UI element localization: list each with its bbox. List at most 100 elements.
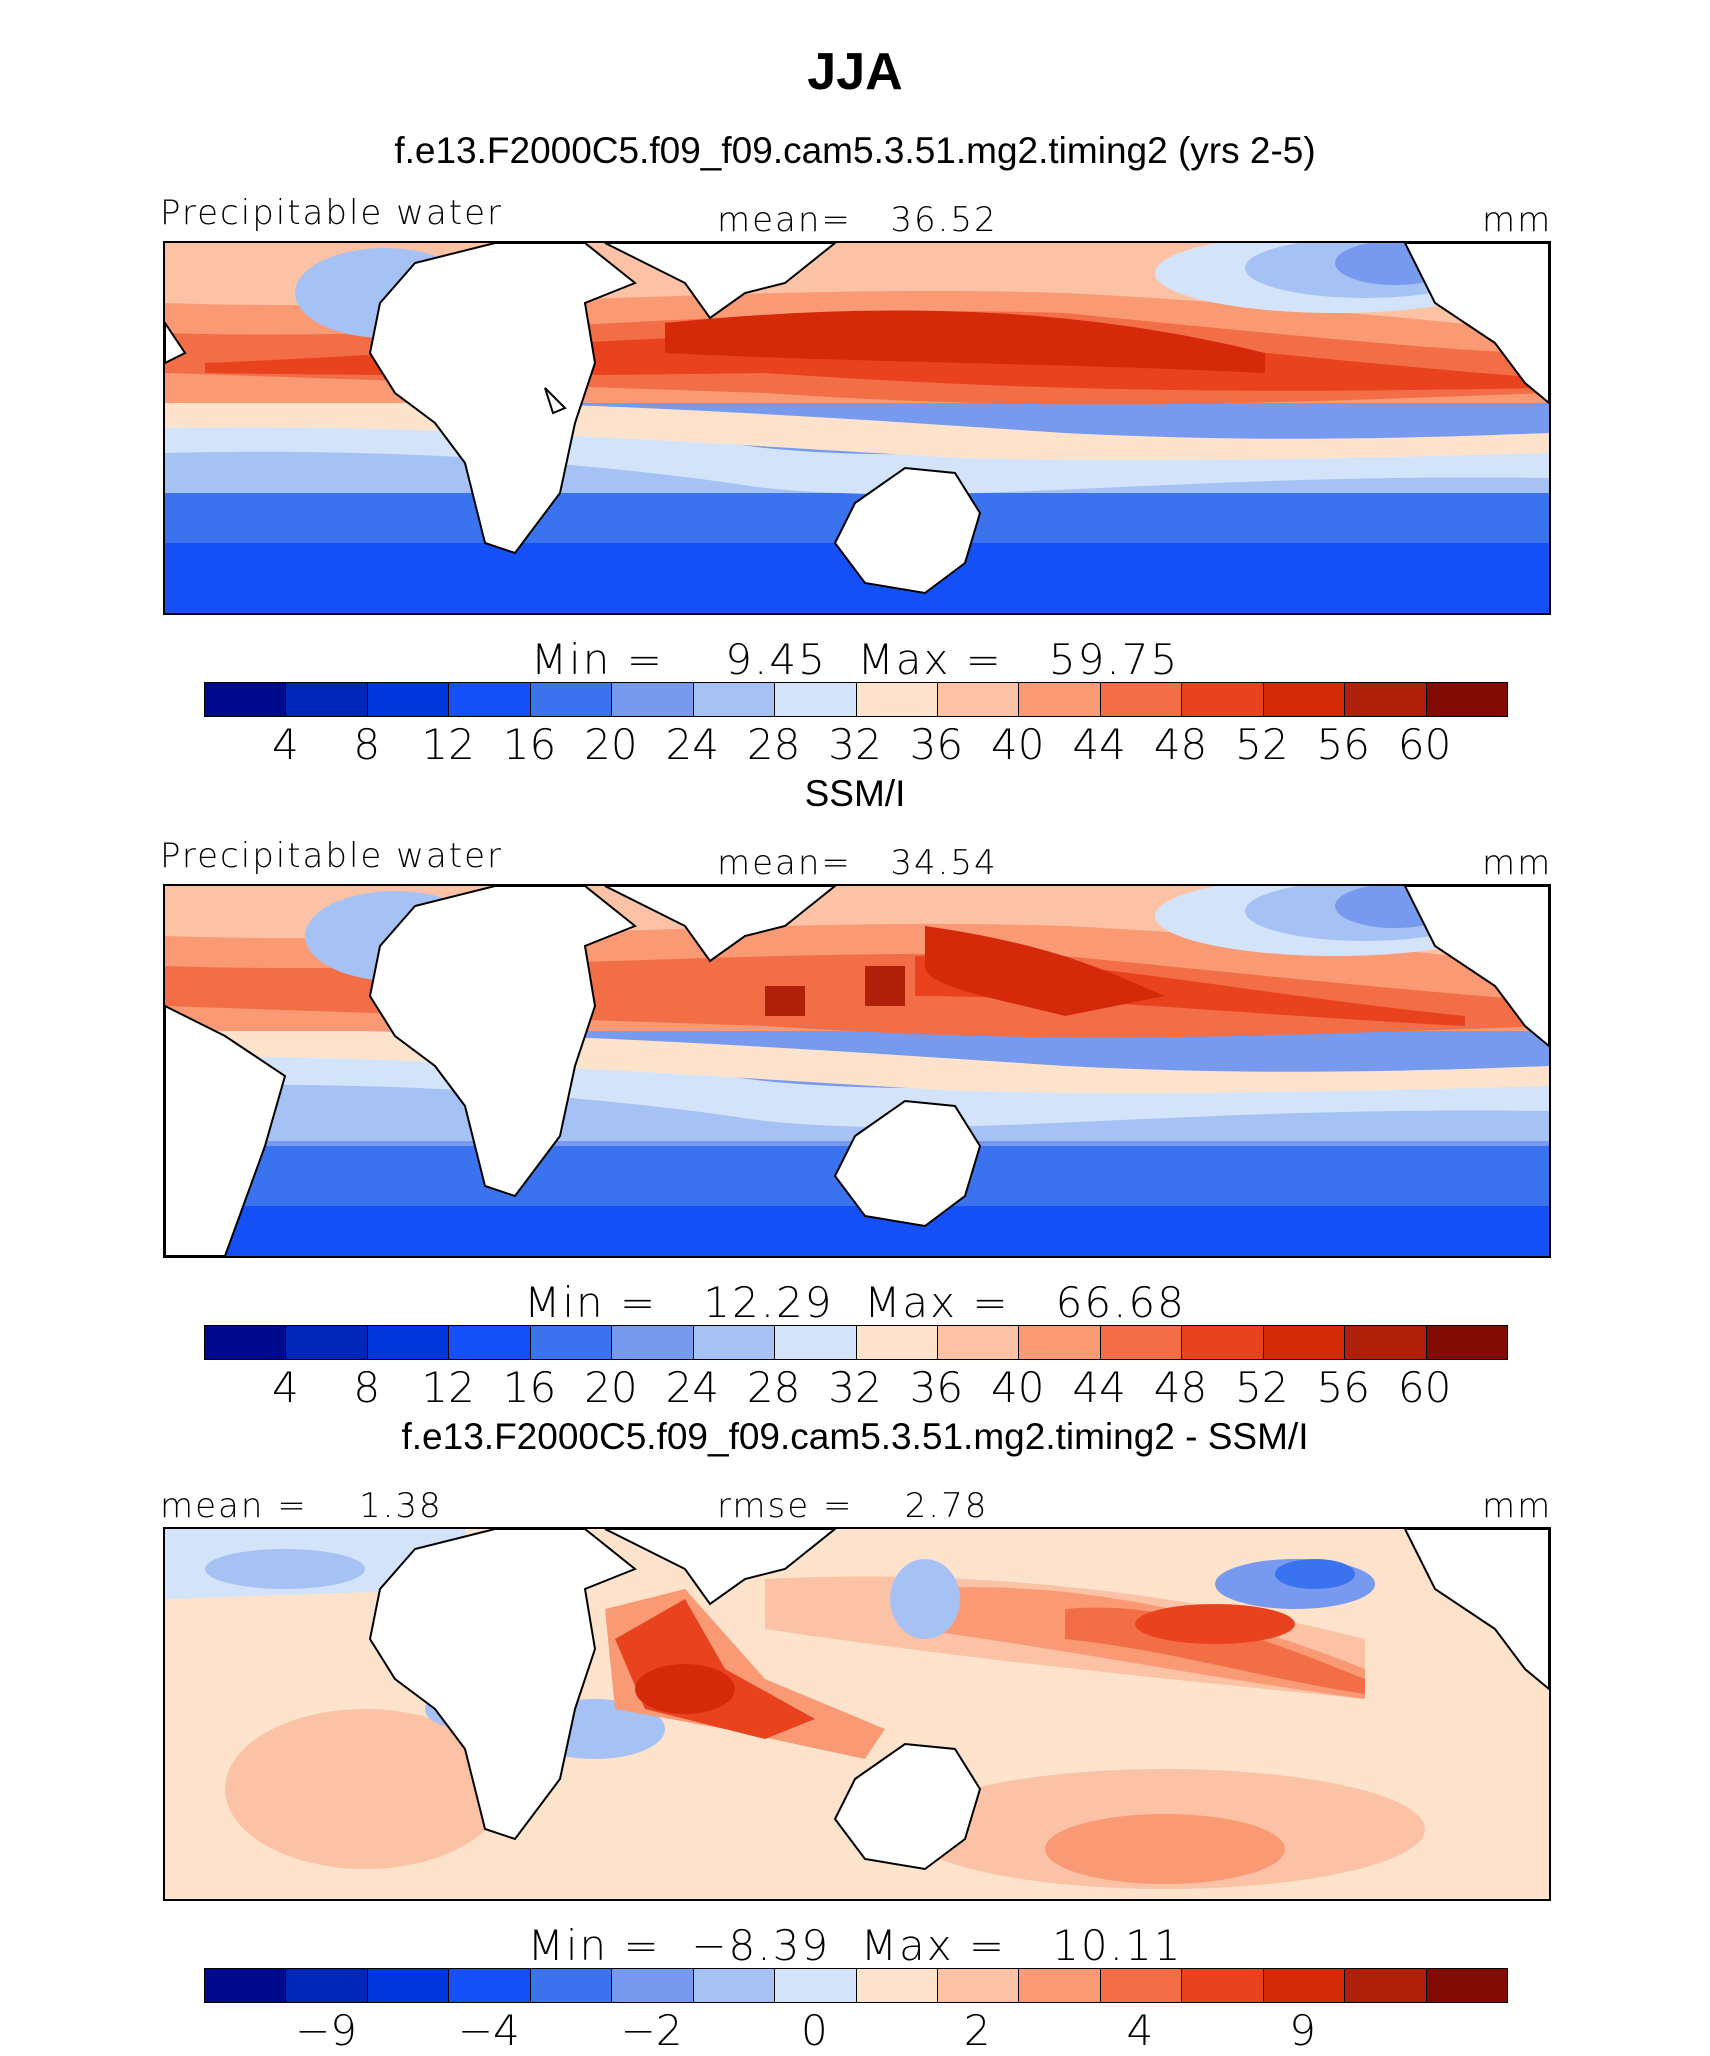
colorbar-swatch (1019, 683, 1101, 716)
colorbar-tick-label: 4 (1126, 2006, 1154, 2055)
panel-3-rmse-label: rmse = 2.78 (717, 1486, 989, 1526)
colorbar-swatch (775, 1326, 857, 1359)
colorbar-swatch (205, 1326, 287, 1359)
colorbar-swatch (449, 683, 531, 716)
panel-3-colorbar-ticks: −9 −4 −2 0 2 4 9 (0, 2006, 1710, 2056)
colorbar-swatch (775, 1969, 857, 2002)
panel-2-title: SSM/I (804, 773, 906, 814)
colorbar-tick-label: 16 (502, 1363, 557, 1412)
colorbar-swatch (530, 1326, 613, 1359)
panel-2-map-svg (165, 886, 1549, 1256)
colorbar-swatch (693, 683, 776, 716)
colorbar-tick-label: 20 (584, 720, 638, 769)
colorbar-swatch (205, 683, 287, 716)
panel-1-map (163, 241, 1551, 615)
panel-1-units-label: mm (1482, 200, 1553, 240)
figure-title: JJA (807, 43, 903, 101)
colorbar-swatch (1100, 1326, 1183, 1359)
colorbar-swatch (1263, 1326, 1346, 1359)
colorbar-swatch (612, 1326, 694, 1359)
colorbar-tick-label: 16 (502, 720, 557, 769)
colorbar-tick-label: 44 (1072, 720, 1126, 769)
panel-1-minmax: Min = 9.45 Max = 59.75 (530, 635, 1180, 684)
colorbar-tick-label: 24 (665, 1363, 719, 1412)
colorbar-tick-label: 24 (665, 720, 719, 769)
colorbar-tick-label: 9 (1289, 2006, 1316, 2055)
colorbar-swatch (530, 1969, 613, 2002)
colorbar-swatch (449, 1969, 531, 2002)
colorbar-swatch (937, 1969, 1020, 2002)
colorbar-swatch (1345, 1326, 1427, 1359)
colorbar-swatch (856, 1326, 938, 1359)
colorbar-tick-label: 52 (1235, 720, 1289, 769)
colorbar-swatch (367, 1326, 450, 1359)
colorbar-tick-label: 48 (1153, 1363, 1208, 1412)
colorbar-swatch (856, 1969, 938, 2002)
panel-1-colorbar-ticks: 4 8 12 16 20 24 28 32 36 40 44 48 52 56 60 (0, 720, 1710, 770)
colorbar-tick-label: 60 (1397, 1363, 1452, 1412)
panel-1-map-svg (165, 243, 1549, 613)
colorbar-tick-label: 28 (746, 720, 801, 769)
colorbar-tick-label: 40 (991, 720, 1045, 769)
panel-2-map (163, 884, 1551, 1258)
panel-1-mean-label: mean= 36.52 (717, 200, 998, 240)
panel-2-minmax: Min = 12.29 Max = 66.68 (524, 1278, 1186, 1327)
panel-2-colorbar-ticks: 4 8 12 16 20 24 28 32 36 40 44 48 52 56 60 (0, 1363, 1710, 1413)
colorbar-tick-label: 4 (272, 1363, 299, 1412)
panel-3-title: f.e13.F2000C5.f09_f09.cam5.3.51.mg2.timi… (401, 1416, 1309, 1457)
colorbar-tick-label: 8 (353, 1363, 381, 1412)
colorbar-swatch (693, 1326, 776, 1359)
colorbar-tick-label: 28 (746, 1363, 801, 1412)
panel-1-left-label: Precipitable water (160, 193, 504, 233)
colorbar-tick-label: 60 (1397, 720, 1452, 769)
panel-1-colorbar (204, 682, 1508, 717)
colorbar-tick-label: −4 (457, 2006, 520, 2055)
colorbar-swatch (286, 683, 368, 716)
colorbar-tick-label: 48 (1153, 720, 1208, 769)
colorbar-swatch (1182, 1326, 1264, 1359)
colorbar-swatch (367, 683, 450, 716)
colorbar-swatch (1426, 683, 1507, 716)
panel-3-map (163, 1527, 1551, 1901)
colorbar-tick-label: 56 (1316, 720, 1370, 769)
colorbar-tick-label: 36 (909, 1363, 964, 1412)
colorbar-swatch (693, 1969, 776, 2002)
panel-2-left-label: Precipitable water (160, 836, 504, 876)
colorbar-swatch (612, 1969, 694, 2002)
colorbar-swatch (856, 683, 938, 716)
colorbar-tick-label: 32 (828, 720, 882, 769)
colorbar-tick-label: 56 (1316, 1363, 1370, 1412)
panel-3-units-label: mm (1482, 1486, 1553, 1526)
colorbar-swatch (1263, 683, 1346, 716)
colorbar-tick-label: 36 (909, 720, 964, 769)
colorbar-swatch (1426, 1326, 1507, 1359)
colorbar-tick-label: −2 (620, 2006, 683, 2055)
colorbar-swatch (1345, 1969, 1427, 2002)
colorbar-tick-label: 0 (800, 2006, 828, 2055)
colorbar-swatch (286, 1326, 368, 1359)
panel-3-mean-label: mean = 1.38 (160, 1486, 443, 1526)
colorbar-tick-label: −9 (295, 2006, 358, 2055)
panel-2-mean-label: mean= 34.54 (717, 843, 998, 883)
colorbar-tick-label: 4 (272, 720, 299, 769)
colorbar-tick-label: 2 (963, 2006, 991, 2055)
colorbar-tick-label: 40 (991, 1363, 1045, 1412)
panel-3-minmax: Min = −8.39 Max = 10.11 (527, 1921, 1183, 1970)
colorbar-tick-label: 32 (828, 1363, 882, 1412)
colorbar-swatch (775, 683, 857, 716)
colorbar-swatch (1426, 1969, 1507, 2002)
colorbar-swatch (937, 1326, 1020, 1359)
colorbar-swatch (1345, 683, 1427, 716)
panel-2-units-label: mm (1482, 843, 1553, 883)
colorbar-tick-label: 12 (421, 1363, 475, 1412)
colorbar-swatch (1182, 683, 1264, 716)
panel-3-map-svg (165, 1529, 1549, 1899)
colorbar-tick-label: 12 (421, 720, 475, 769)
colorbar-swatch (530, 683, 613, 716)
colorbar-swatch (1100, 683, 1183, 716)
colorbar-swatch (612, 683, 694, 716)
panel-2-colorbar (204, 1325, 1508, 1360)
colorbar-tick-label: 44 (1072, 1363, 1126, 1412)
colorbar-swatch (1019, 1326, 1101, 1359)
colorbar-swatch (367, 1969, 450, 2002)
